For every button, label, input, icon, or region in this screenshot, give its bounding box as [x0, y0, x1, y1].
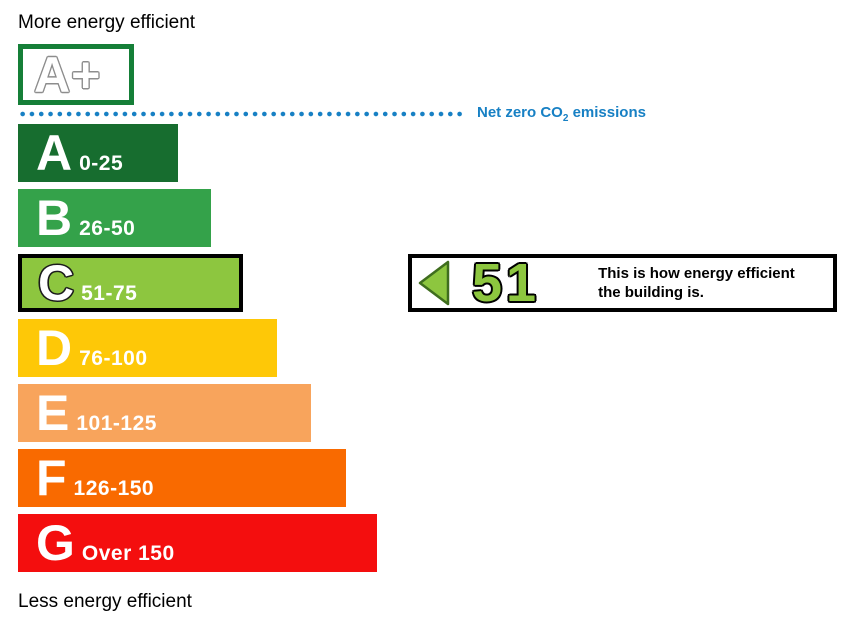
- band-g-range: Over 150: [81, 542, 175, 565]
- rating-description: This is how energy efficient the buildin…: [598, 264, 795, 302]
- netzero-text-suffix: emissions: [568, 104, 646, 121]
- netzero-dotted-line: [18, 111, 464, 117]
- rating-description-line1: This is how energy efficient: [598, 265, 795, 282]
- band-e: E 101-125: [18, 384, 311, 442]
- rating-bands: A 0-25 B 26-50 C 51-75 D 76-100 E 101-12…: [18, 124, 377, 579]
- band-b-range: 26-50: [79, 217, 136, 240]
- netzero-text-prefix: Net zero CO: [477, 104, 563, 121]
- less-efficient-label: Less energy efficient: [18, 591, 192, 612]
- band-a-letter: A: [36, 125, 73, 181]
- band-f-letter: F: [36, 450, 67, 506]
- band-f: F 126-150: [18, 449, 346, 507]
- rating-value: 51: [472, 253, 541, 313]
- band-e-letter: E: [36, 385, 70, 441]
- band-c-letter: C: [38, 255, 75, 311]
- band-f-range: 126-150: [73, 477, 155, 500]
- band-d: D 76-100: [18, 319, 277, 377]
- current-rating-box: 51 This is how energy efficient the buil…: [408, 254, 837, 312]
- band-a: A 0-25: [18, 124, 178, 182]
- band-d-letter: D: [36, 320, 73, 376]
- more-efficient-label: More energy efficient: [18, 12, 196, 33]
- band-c: C 51-75: [18, 254, 243, 312]
- band-c-range: 51-75: [81, 282, 138, 305]
- rating-arrow-icon: [418, 260, 450, 306]
- rating-description-line2: the building is.: [598, 284, 704, 301]
- band-b: B 26-50: [18, 189, 211, 247]
- band-a-range: 0-25: [79, 152, 124, 175]
- band-g-letter: G: [36, 515, 75, 571]
- band-g: G Over 150: [18, 514, 377, 572]
- aplus-band: A+: [18, 44, 134, 105]
- band-b-letter: B: [36, 190, 73, 246]
- band-d-range: 76-100: [79, 347, 148, 370]
- band-e-range: 101-125: [76, 412, 157, 435]
- netzero-label: Net zero CO2 emissions: [477, 104, 646, 124]
- aplus-band-letter: A+: [34, 46, 102, 103]
- netzero-text-subscript: 2: [562, 113, 569, 124]
- netzero-row: Net zero CO2 emissions: [18, 104, 646, 124]
